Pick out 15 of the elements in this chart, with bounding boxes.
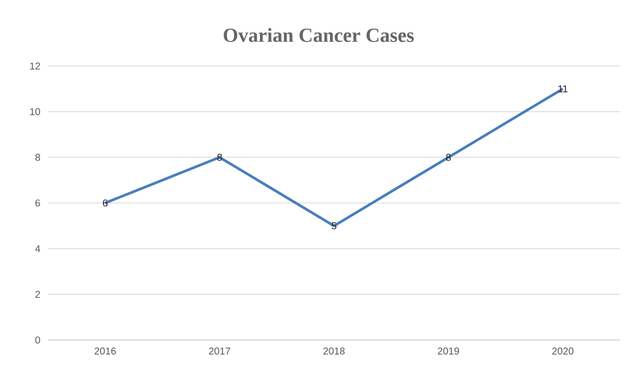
x-tick-label: 2018 <box>323 348 345 355</box>
y-tick-label: 6 <box>35 199 40 207</box>
x-tick-label: 2020 <box>552 348 574 355</box>
data-label: 6 <box>102 199 108 207</box>
y-tick-label: 0 <box>35 336 40 344</box>
y-tick-label: 8 <box>35 154 40 161</box>
y-tick-label: 12 <box>30 62 40 70</box>
data-label: 11 <box>558 85 568 92</box>
y-tick-label: 2 <box>35 290 40 298</box>
y-tick-label: 4 <box>35 245 40 252</box>
y-tick-label: 10 <box>30 108 40 116</box>
chart-title: Ovarian Cancer Cases <box>224 28 414 42</box>
x-tick-label: 2019 <box>438 348 460 355</box>
x-tick-label: 2016 <box>94 348 116 355</box>
x-tick-label: 2017 <box>209 348 230 355</box>
